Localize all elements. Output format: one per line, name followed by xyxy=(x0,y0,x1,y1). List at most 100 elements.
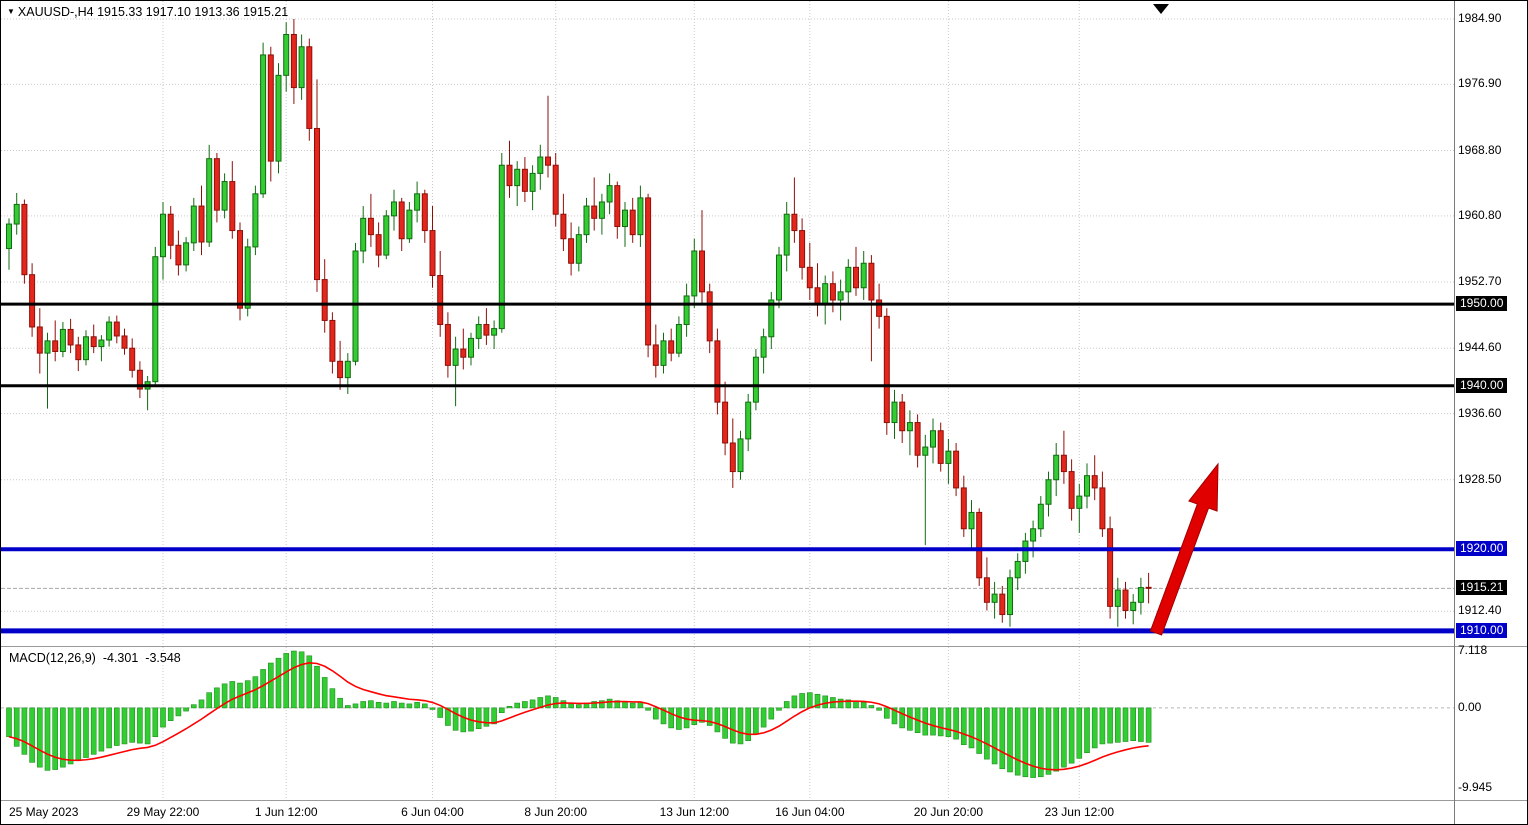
candle-body xyxy=(953,450,960,489)
macd-bar xyxy=(699,707,705,723)
candle-body xyxy=(1030,528,1037,542)
macd-bar xyxy=(83,707,89,758)
candle-body xyxy=(290,33,297,89)
macd-bar xyxy=(845,699,852,709)
candle-body xyxy=(298,46,305,89)
candle-body xyxy=(1145,586,1152,589)
macd-bar xyxy=(1030,707,1036,778)
candle-body xyxy=(868,262,875,301)
macd-bar xyxy=(1038,707,1044,778)
candle-body xyxy=(491,328,498,336)
macd-bar xyxy=(1130,707,1136,742)
candle-body xyxy=(391,201,397,217)
candle-body xyxy=(883,315,890,424)
macd-bar xyxy=(368,700,374,709)
candle-body xyxy=(283,33,290,76)
candle-body xyxy=(13,203,20,225)
symbol-dropdown-icon[interactable]: ▼ xyxy=(7,7,15,16)
price-chart-canvas[interactable] xyxy=(1,1,1454,646)
candle-body xyxy=(475,324,482,339)
candle-body xyxy=(629,209,636,236)
macd-bar xyxy=(298,651,305,709)
candle-body xyxy=(321,279,328,321)
panel-divider-2[interactable] xyxy=(1,800,1527,801)
time-axis-label: 1 Jun 12:00 xyxy=(254,805,318,819)
candle-body xyxy=(791,213,798,232)
candle-body xyxy=(752,356,759,403)
candle-body xyxy=(891,401,898,424)
chart-shift-icon[interactable] xyxy=(1153,4,1169,14)
candle-body xyxy=(213,158,220,211)
candle-body xyxy=(860,262,867,289)
candle-body xyxy=(344,360,351,379)
candle-body xyxy=(760,336,767,358)
macd-bar xyxy=(267,662,274,709)
macd-bar xyxy=(868,705,875,709)
macd-label: MACD(12,26,9) xyxy=(9,651,96,665)
candle-body xyxy=(183,242,190,266)
candle-body xyxy=(737,438,744,473)
price-axis[interactable]: 1984.90 1976.90 1968.80 1960.80 1952.70 1944.… xyxy=(1455,1,1527,801)
macd-bar xyxy=(1138,707,1144,742)
macd-bar xyxy=(876,707,882,711)
candle-body xyxy=(906,422,913,432)
macd-bar xyxy=(337,697,343,709)
macd-bar xyxy=(221,683,228,709)
macd-bar xyxy=(806,692,813,709)
time-axis-label: 8 Jun 20:00 xyxy=(524,805,588,819)
candle-body xyxy=(136,369,143,390)
macd-bar xyxy=(791,695,798,709)
macd-canvas[interactable] xyxy=(1,647,1454,800)
macd-bar xyxy=(375,701,382,709)
macd-bar xyxy=(483,707,490,727)
macd-bar xyxy=(1014,707,1021,776)
macd-bar xyxy=(21,707,28,755)
macd-bar xyxy=(691,707,698,726)
macd-bar xyxy=(175,707,182,717)
candle-body xyxy=(59,328,66,352)
candle-body xyxy=(922,446,929,456)
macd-bar xyxy=(67,707,74,765)
macd-bar xyxy=(899,707,906,729)
macd-axis-label: 7.118 xyxy=(1458,642,1488,657)
candle-body xyxy=(1014,560,1021,579)
candle-body xyxy=(622,209,628,227)
macd-bar xyxy=(991,707,998,765)
macd-bar xyxy=(953,707,959,740)
candle-body xyxy=(1130,601,1137,611)
candle-body xyxy=(398,201,405,240)
candle-body xyxy=(98,339,105,348)
macd-bar xyxy=(568,703,574,709)
macd-bar xyxy=(668,707,675,729)
candle-body xyxy=(460,348,467,358)
macd-bar xyxy=(29,707,35,763)
macd-bar xyxy=(114,707,120,746)
candle-body xyxy=(1068,471,1075,509)
candle-body xyxy=(52,340,59,352)
candle-body xyxy=(1091,475,1098,489)
panel-divider[interactable] xyxy=(1,646,1527,647)
candle-body xyxy=(660,340,667,366)
macd-bar xyxy=(437,707,444,718)
candle-body xyxy=(983,577,990,603)
candle-body xyxy=(514,168,521,187)
macd-bar xyxy=(383,702,390,709)
macd-bar xyxy=(260,669,266,709)
candle-body xyxy=(237,230,243,309)
candle-body xyxy=(768,299,775,338)
macd-bar xyxy=(1107,707,1113,744)
macd-bar xyxy=(291,650,297,709)
macd-bar xyxy=(90,707,97,755)
time-axis-label: 23 Jun 12:00 xyxy=(1044,805,1114,819)
candle-body xyxy=(960,487,967,530)
candle-body xyxy=(337,360,344,379)
candle-body xyxy=(121,335,128,349)
macd-bar xyxy=(1099,707,1106,745)
candle-body xyxy=(83,336,89,361)
macd-bar xyxy=(714,707,721,733)
macd-bar xyxy=(191,704,197,709)
macd-title: MACD(12,26,9) -4.301 -3.548 xyxy=(9,651,188,665)
candle-body xyxy=(976,511,983,579)
bullish-projection-arrow[interactable] xyxy=(1149,462,1219,636)
time-axis[interactable]: 25 May 2023 29 May 22:00 1 Jun 12:00 6 Jun … xyxy=(1,801,1454,824)
